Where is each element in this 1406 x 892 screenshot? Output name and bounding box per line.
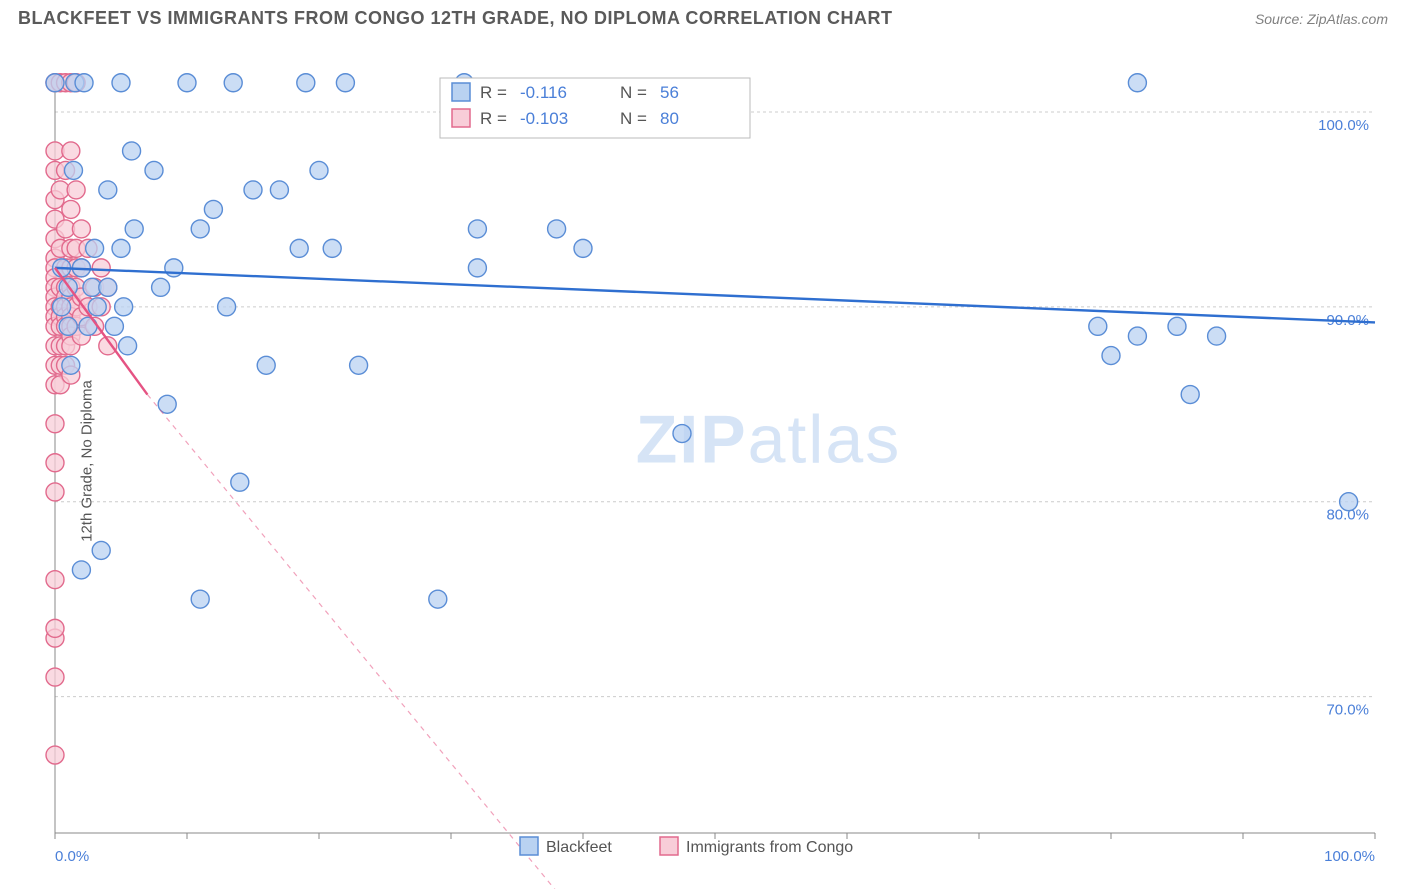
data-point bbox=[46, 746, 64, 764]
data-point bbox=[257, 356, 275, 374]
data-point bbox=[191, 220, 209, 238]
data-point bbox=[46, 571, 64, 589]
data-point bbox=[673, 425, 691, 443]
corr-n-label: N = bbox=[620, 83, 647, 102]
corr-n-value: 56 bbox=[660, 83, 679, 102]
data-point bbox=[125, 220, 143, 238]
data-point bbox=[270, 181, 288, 199]
data-point bbox=[99, 278, 117, 296]
legend-swatch bbox=[452, 83, 470, 101]
data-point bbox=[218, 298, 236, 316]
chart-title: BLACKFEET VS IMMIGRANTS FROM CONGO 12TH … bbox=[18, 8, 893, 29]
data-point bbox=[64, 161, 82, 179]
data-point bbox=[224, 74, 242, 92]
corr-r-label: R = bbox=[480, 109, 507, 128]
data-point bbox=[310, 161, 328, 179]
data-point bbox=[548, 220, 566, 238]
data-point bbox=[1340, 493, 1358, 511]
data-point bbox=[99, 181, 117, 199]
data-point bbox=[53, 298, 71, 316]
data-point bbox=[1208, 327, 1226, 345]
legend-swatch bbox=[660, 837, 678, 855]
data-point bbox=[115, 298, 133, 316]
data-point bbox=[46, 483, 64, 501]
scatter-chart: 70.0%80.0%90.0%100.0%0.0%100.0%ZIPatlasR… bbox=[0, 33, 1406, 889]
data-point bbox=[574, 239, 592, 257]
legend-swatch bbox=[452, 109, 470, 127]
source-label: Source: ZipAtlas.com bbox=[1255, 11, 1388, 27]
data-point bbox=[72, 220, 90, 238]
data-point bbox=[1181, 386, 1199, 404]
data-point bbox=[88, 298, 106, 316]
data-point bbox=[297, 74, 315, 92]
data-point bbox=[46, 415, 64, 433]
corr-n-label: N = bbox=[620, 109, 647, 128]
data-point bbox=[62, 142, 80, 160]
x-tick-label: 0.0% bbox=[55, 848, 89, 865]
data-point bbox=[1128, 327, 1146, 345]
data-point bbox=[86, 239, 104, 257]
data-point bbox=[191, 590, 209, 608]
data-point bbox=[350, 356, 368, 374]
legend-label: Immigrants from Congo bbox=[686, 839, 853, 856]
data-point bbox=[59, 317, 77, 335]
chart-container: 12th Grade, No Diploma 70.0%80.0%90.0%10… bbox=[0, 33, 1406, 889]
data-point bbox=[112, 74, 130, 92]
data-point bbox=[1102, 347, 1120, 365]
corr-r-label: R = bbox=[480, 83, 507, 102]
data-point bbox=[46, 74, 64, 92]
data-point bbox=[1168, 317, 1186, 335]
corr-n-value: 80 bbox=[660, 109, 679, 128]
data-point bbox=[1128, 74, 1146, 92]
data-point bbox=[1089, 317, 1107, 335]
data-point bbox=[429, 590, 447, 608]
data-point bbox=[145, 161, 163, 179]
legend-swatch bbox=[520, 837, 538, 855]
data-point bbox=[92, 259, 110, 277]
data-point bbox=[67, 181, 85, 199]
data-point bbox=[468, 259, 486, 277]
corr-r-value: -0.116 bbox=[520, 83, 567, 102]
data-point bbox=[119, 337, 137, 355]
data-point bbox=[178, 74, 196, 92]
data-point bbox=[336, 74, 354, 92]
data-point bbox=[46, 619, 64, 637]
data-point bbox=[62, 356, 80, 374]
data-point bbox=[123, 142, 141, 160]
y-tick-label: 70.0% bbox=[1326, 702, 1369, 719]
trend-line bbox=[55, 268, 1375, 323]
data-point bbox=[323, 239, 341, 257]
corr-r-value: -0.103 bbox=[520, 109, 568, 128]
data-point bbox=[72, 561, 90, 579]
data-point bbox=[244, 181, 262, 199]
data-point bbox=[75, 74, 93, 92]
data-point bbox=[231, 473, 249, 491]
data-point bbox=[152, 278, 170, 296]
y-tick-label: 100.0% bbox=[1318, 117, 1369, 134]
data-point bbox=[46, 668, 64, 686]
y-axis-label: 12th Grade, No Diploma bbox=[78, 380, 95, 542]
data-point bbox=[468, 220, 486, 238]
x-tick-label: 100.0% bbox=[1324, 848, 1375, 865]
data-point bbox=[290, 239, 308, 257]
data-point bbox=[112, 239, 130, 257]
data-point bbox=[105, 317, 123, 335]
data-point bbox=[62, 200, 80, 218]
data-point bbox=[92, 541, 110, 559]
trend-line-dashed bbox=[147, 395, 556, 889]
legend-label: Blackfeet bbox=[546, 839, 612, 856]
data-point bbox=[204, 200, 222, 218]
data-point bbox=[46, 454, 64, 472]
